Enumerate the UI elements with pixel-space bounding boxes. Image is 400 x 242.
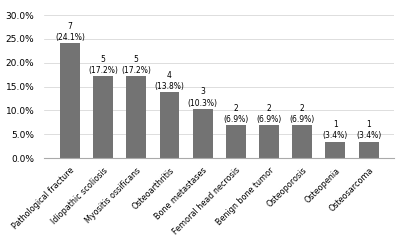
- Text: 5
(17.2%): 5 (17.2%): [121, 54, 151, 75]
- Text: 2
(6.9%): 2 (6.9%): [256, 104, 282, 124]
- Bar: [93, 76, 113, 158]
- Text: 3
(10.3%): 3 (10.3%): [188, 87, 218, 107]
- Bar: [259, 125, 279, 158]
- Bar: [359, 142, 378, 158]
- Bar: [326, 142, 345, 158]
- Bar: [160, 92, 180, 158]
- Bar: [226, 125, 246, 158]
- Text: 2
(6.9%): 2 (6.9%): [223, 104, 248, 124]
- Bar: [292, 125, 312, 158]
- Text: 5
(17.2%): 5 (17.2%): [88, 54, 118, 75]
- Text: 2
(6.9%): 2 (6.9%): [290, 104, 315, 124]
- Text: 1
(3.4%): 1 (3.4%): [323, 120, 348, 140]
- Bar: [126, 76, 146, 158]
- Text: 7
(24.1%): 7 (24.1%): [55, 22, 85, 42]
- Text: 1
(3.4%): 1 (3.4%): [356, 120, 381, 140]
- Text: 4
(13.8%): 4 (13.8%): [154, 71, 184, 91]
- Bar: [60, 43, 80, 158]
- Bar: [193, 109, 212, 158]
